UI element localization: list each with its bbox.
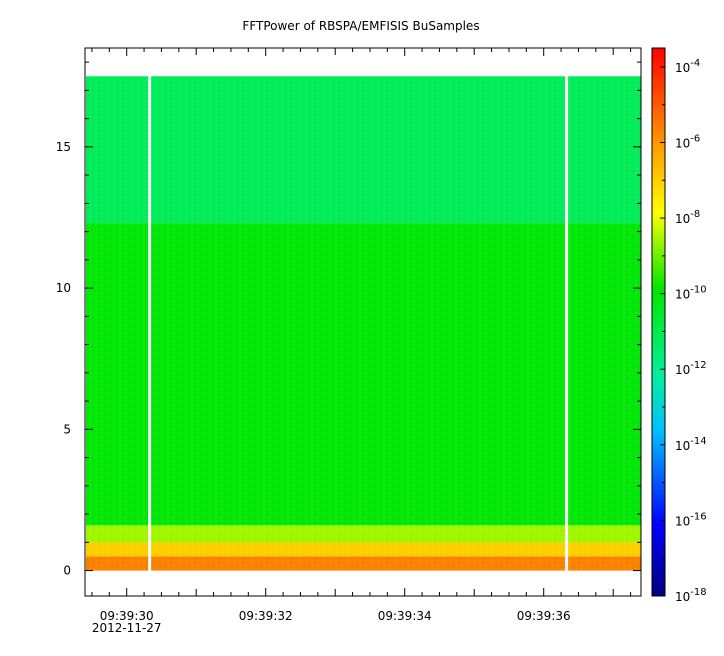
colorbar-tick-label: 10-6	[675, 133, 700, 150]
x-tick-label: 09:39:32	[239, 609, 293, 623]
colorbar-tick-label: 10-12	[675, 360, 707, 377]
x-tick-label: 09:39:34	[378, 609, 432, 623]
x-tick-label: 09:39:30	[100, 609, 154, 623]
colorbar-tick-label: 10-14	[675, 436, 707, 453]
y-tick-label: 15	[56, 140, 71, 154]
y-tick-label: 10	[56, 281, 71, 295]
x-tick-date: 2012-11-27	[92, 621, 162, 635]
x-tick-label: 09:39:36	[517, 609, 571, 623]
colorbar-tick-label: 10-10	[675, 285, 707, 302]
colorbar-tick-label: 10-8	[675, 209, 700, 226]
data-gap	[148, 76, 152, 571]
data-gap	[565, 76, 569, 571]
chart-title: FFTPower of RBSPA/EMFISIS BuSamples	[242, 19, 479, 33]
colorbar-tick-label: 10-18	[675, 587, 707, 604]
plot-area	[86, 76, 641, 571]
colorbar	[651, 47, 666, 597]
colorbar-axis: 10-4 10-6 10-8 10-10 10-12 10-14 10-16 10-18	[660, 58, 707, 604]
y-axis: 0 5 10 15	[56, 61, 641, 578]
colorbar-tick-label: 10-4	[675, 58, 700, 75]
noise-overlay	[86, 76, 641, 571]
colorbar-tick-label: 10-16	[675, 511, 707, 528]
y-tick-label: 0	[63, 564, 71, 578]
y-tick-label: 5	[63, 422, 71, 436]
plot-frame	[84, 47, 642, 597]
